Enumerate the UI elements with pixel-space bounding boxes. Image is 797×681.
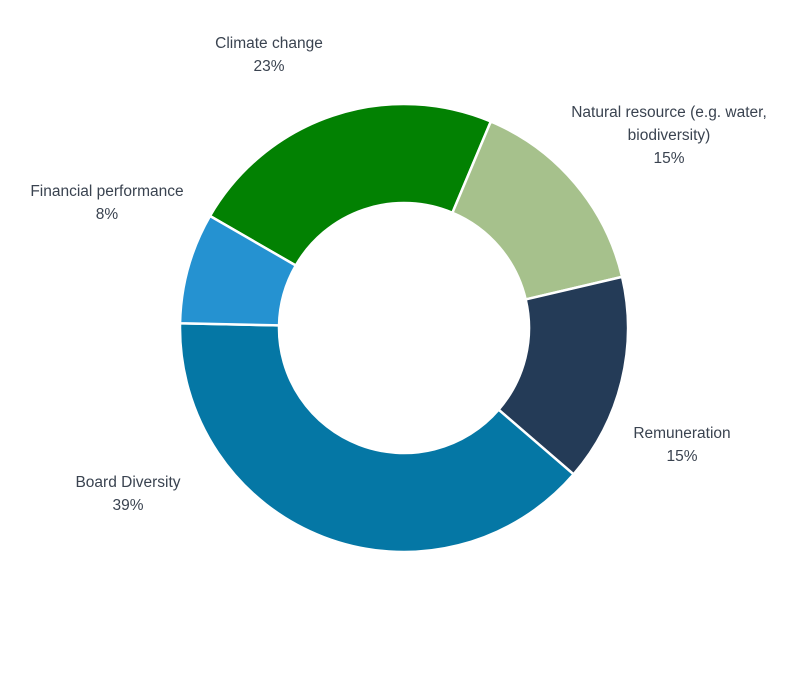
- data-label-value: 15%: [666, 448, 697, 465]
- slice-board-diversity: [178, 322, 575, 554]
- data-label-remuneration: Remuneration 15%: [633, 425, 730, 465]
- data-label-financial-performance: Financial performance 8%: [30, 183, 183, 223]
- data-label-value: 39%: [112, 497, 143, 514]
- data-label-name: Natural resource (e.g. water,: [571, 104, 767, 121]
- data-label-value: 23%: [253, 58, 284, 75]
- data-label-board-diversity: Board Diversity 39%: [75, 474, 180, 514]
- data-label-climate-change: Climate change 23%: [215, 35, 323, 75]
- data-label-value: 8%: [96, 206, 119, 223]
- slice-climate-change: [208, 102, 493, 267]
- data-label-natural-resource-e-g-water-biodiversity: Natural resource (e.g. water, biodiversit…: [571, 104, 767, 167]
- data-label-name: Remuneration: [633, 425, 730, 442]
- data-label-value: 15%: [653, 150, 684, 167]
- slices-layer: [178, 102, 630, 554]
- data-label-name: Board Diversity: [75, 474, 180, 491]
- data-label-name: Financial performance: [30, 183, 183, 200]
- data-label-name: biodiversity): [628, 127, 711, 144]
- data-label-name: Climate change: [215, 35, 323, 52]
- slice-financial-performance: [178, 214, 297, 327]
- labels-layer: Climate change 23% Natural resource (e.g. …: [30, 35, 766, 514]
